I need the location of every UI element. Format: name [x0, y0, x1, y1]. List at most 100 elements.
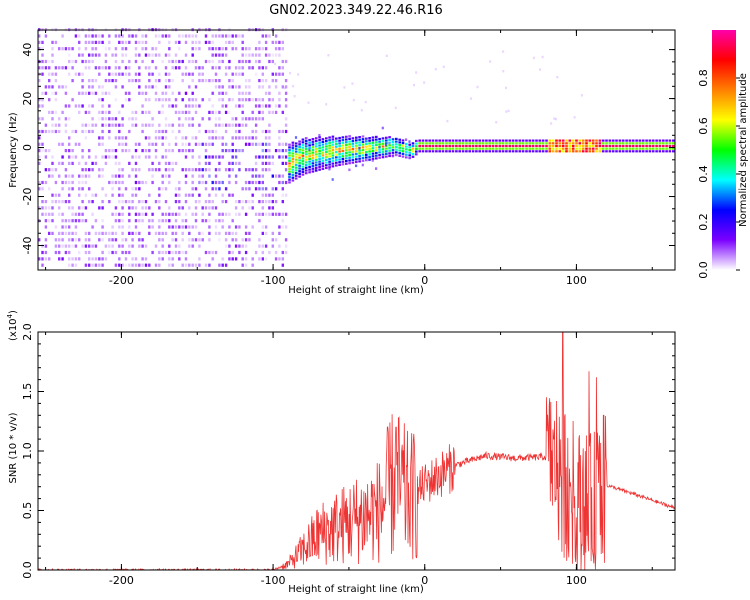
- heatmap-cell: [208, 40, 211, 44]
- heatmap-cell: [164, 53, 168, 57]
- heatmap-cell: [184, 180, 188, 185]
- heatmap-cell: [64, 250, 68, 255]
- heatmap-cell: [261, 187, 264, 191]
- heatmap-cell: [164, 79, 168, 83]
- heatmap-cell: [84, 59, 88, 64]
- heatmap-cell: [608, 142, 612, 145]
- heatmap-cell: [318, 160, 321, 163]
- heatmap-cell: [71, 79, 74, 83]
- heatmap-cell: [331, 140, 335, 144]
- heatmap-cell: [138, 244, 141, 248]
- heatmap-cell: [595, 139, 598, 142]
- heatmap-cell: [291, 168, 295, 171]
- heatmap-cell: [348, 145, 351, 149]
- heatmap-cell: [341, 136, 345, 139]
- heatmap-cell: [68, 200, 71, 204]
- heatmap-cell: [258, 155, 261, 159]
- heatmap-cell: [181, 34, 184, 38]
- heatmap-cell: [438, 142, 441, 145]
- heatmap-cell: [298, 140, 301, 143]
- heatmap-cell: [345, 151, 348, 155]
- heatmap-cell: [641, 142, 645, 145]
- heatmap-cell: [68, 263, 71, 267]
- heatmap-cell: [144, 149, 148, 153]
- heatmap-cell: [144, 66, 148, 70]
- heatmap-cell: [231, 85, 234, 89]
- heatmap-cell: [51, 59, 54, 64]
- heatmap-cell: [111, 212, 114, 216]
- heatmap-cell: [151, 142, 154, 146]
- heatmap-cell: [141, 257, 144, 261]
- heatmap-cell: [264, 244, 268, 248]
- heatmap-cell: [211, 206, 214, 210]
- heatmap-cell: [261, 250, 264, 255]
- heatmap-cell: [188, 72, 191, 76]
- heatmap-cell: [468, 144, 471, 148]
- heatmap-cell: [264, 53, 268, 57]
- heatmap-cell: [158, 168, 161, 172]
- heatmap-cell: [573, 116, 576, 119]
- heatmap-cell: [78, 187, 81, 191]
- heatmap-cell: [68, 244, 71, 248]
- heatmap-cell: [44, 34, 48, 38]
- heatmap-cell: [201, 212, 204, 216]
- heatmap-cell: [168, 219, 171, 223]
- heatmap-cell: [244, 142, 248, 146]
- heatmap-cell: [118, 263, 121, 267]
- heatmap-cell: [61, 200, 64, 204]
- heatmap-cell: [64, 200, 68, 204]
- heatmap-cell: [114, 149, 118, 153]
- heatmap-cell: [38, 47, 41, 51]
- heatmap-cell: [371, 152, 375, 155]
- heatmap-cell: [551, 139, 555, 142]
- y-tick-label: 0: [21, 144, 34, 151]
- heatmap-cell: [81, 123, 84, 127]
- heatmap-cell: [158, 263, 161, 267]
- heatmap-cell: [61, 257, 64, 261]
- heatmap-cell: [365, 151, 368, 154]
- heatmap-cell: [241, 110, 244, 114]
- heatmap-cell: [375, 151, 378, 155]
- heatmap-cell: [38, 206, 41, 210]
- heatmap-cell: [451, 142, 455, 145]
- heatmap-cell: [568, 139, 572, 142]
- heatmap-cell: [491, 139, 495, 142]
- heatmap-cell: [581, 150, 585, 153]
- heatmap-cell: [178, 110, 181, 114]
- heatmap-cell: [91, 212, 94, 216]
- heatmap-cell: [291, 179, 295, 182]
- heatmap-cell: [264, 136, 268, 140]
- heatmap-cell: [307, 101, 310, 104]
- heatmap-cell: [244, 257, 248, 261]
- heatmap-cell: [415, 150, 418, 153]
- heatmap-cell: [264, 40, 268, 44]
- heatmap-cell: [405, 142, 408, 145]
- heatmap-cell: [98, 263, 101, 267]
- heatmap-cell: [598, 139, 602, 142]
- heatmap-cell: [181, 238, 184, 242]
- heatmap-cell: [431, 150, 435, 153]
- heatmap-cell: [301, 173, 305, 176]
- heatmap-cell: [588, 150, 592, 153]
- heatmap-cell: [171, 129, 174, 134]
- heatmap-cell: [304, 137, 308, 140]
- heatmap-cell: [144, 257, 148, 261]
- heatmap-cell: [558, 147, 562, 150]
- heatmap-cell: [148, 79, 151, 83]
- heatmap-cell: [331, 146, 335, 149]
- heatmap-cell: [48, 110, 51, 114]
- heatmap-cell: [381, 145, 385, 148]
- heatmap-cell: [88, 53, 91, 57]
- heatmap-cell: [211, 257, 214, 261]
- heatmap-cell: [591, 150, 595, 153]
- heatmap-cell: [128, 250, 131, 255]
- heatmap-cell: [371, 149, 375, 152]
- heatmap-cell: [491, 144, 495, 148]
- heatmap-cell: [168, 244, 171, 248]
- heatmap-cell: [297, 73, 300, 76]
- heatmap-cell: [218, 79, 221, 83]
- heatmap-cell: [201, 174, 204, 178]
- heatmap-cell: [518, 142, 522, 145]
- heatmap-cell: [298, 145, 301, 148]
- heatmap-cell: [631, 142, 635, 145]
